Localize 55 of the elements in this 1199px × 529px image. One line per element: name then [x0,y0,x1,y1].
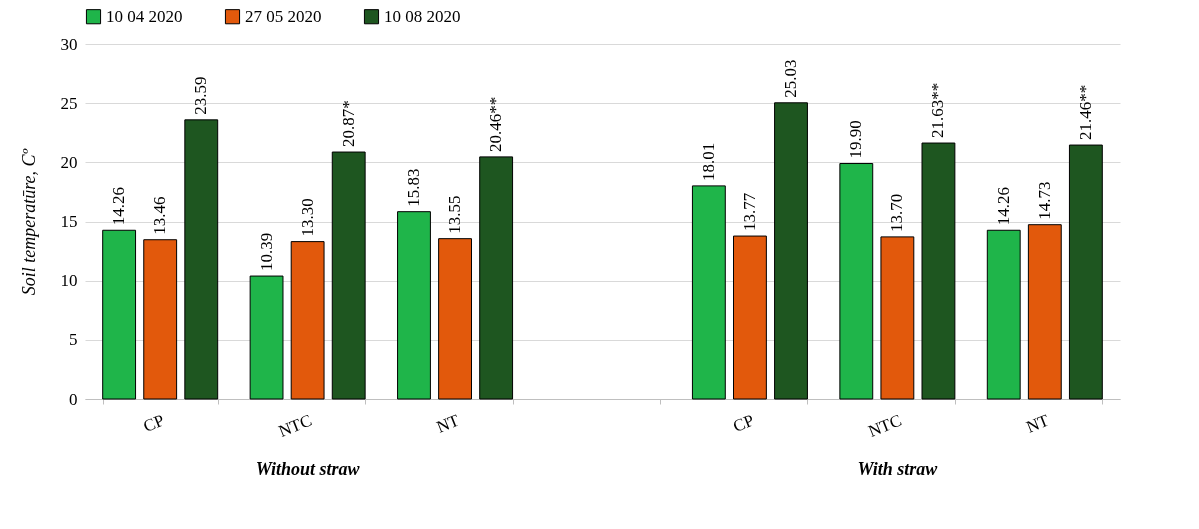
legend-label: 27 05 2020 [245,6,322,26]
legend-label: 10 08 2020 [384,6,461,26]
bar [1027,224,1062,400]
x-tick-label: CP [730,410,757,437]
data-label: 15.83 [403,168,423,207]
bar [1068,144,1103,400]
data-label: 13.46 [150,196,170,235]
y-tick-label: 10 [60,271,78,291]
data-label: 13.55 [445,195,465,234]
text: With straw [857,459,939,479]
y-tick-label: 5 [69,330,78,350]
bar [921,142,956,400]
data-label: 14.73 [1034,181,1054,220]
data-label: 25.03 [781,59,801,98]
y-tick-label: 15 [60,212,78,231]
x-tick-label: NT [433,410,463,437]
data-label: 10.39 [256,232,276,272]
bar [143,239,178,400]
y-tick-label: 30 [60,34,78,54]
data-label: 14.26 [993,187,1013,226]
data-label: 21.63** [928,82,948,139]
text: Without straw [255,459,361,479]
bar [774,102,808,400]
data-label: 18.01 [698,142,718,181]
x-tick-label: CP [140,410,168,437]
data-label: 13.77 [739,192,759,232]
bar [184,119,219,400]
data-label: 13.30 [297,198,317,237]
data-label: 19.90 [846,120,866,159]
bar [733,235,767,400]
bar [880,236,915,400]
x-tick-label: NTC [865,410,905,441]
data-label: 13.70 [887,193,907,232]
bar [438,238,472,400]
bar [839,163,874,400]
bar [479,156,514,400]
data-label: 20.46** [486,96,506,152]
x-tick-label: NTC [275,410,315,441]
y-tick-label: 0 [69,389,78,409]
bar [986,229,1021,400]
bar [397,211,431,400]
y-tick-label: 25 [60,93,78,113]
bar [691,185,726,400]
bar [102,229,137,400]
data-label: 20.87* [338,100,358,148]
data-label: 14.26 [109,187,129,226]
data-label: 21.46** [1075,84,1095,141]
bar [249,275,284,400]
y-tick-label: 20 [60,152,78,172]
data-label: 23.59 [191,76,211,115]
bar [331,151,366,400]
x-tick-label: NT [1023,410,1053,437]
bar [290,241,325,400]
y-axis-title: Soil temperatūre, Cº [18,148,39,296]
legend-label: 10 04 2020 [106,6,183,26]
